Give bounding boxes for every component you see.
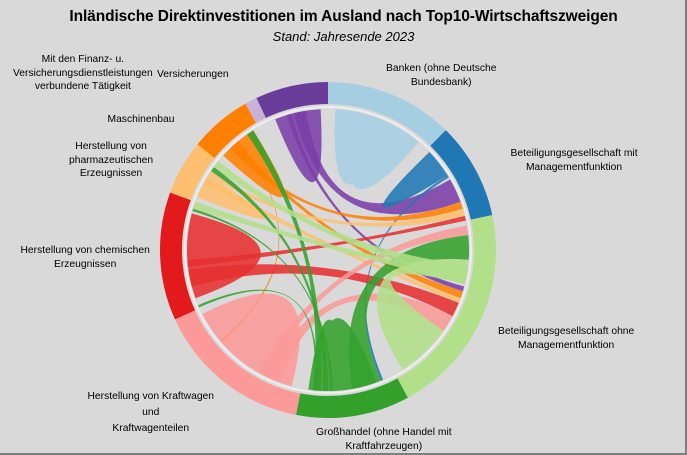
segment-arc-maschinenbau[interactable] — [197, 103, 257, 159]
chord-grosshandel-beteiligung_ohne[interactable] — [348, 235, 469, 389]
segment-label-line: und — [142, 407, 160, 418]
chart-subtitle: Stand: Jahresende 2023 — [272, 29, 415, 44]
segment-label-beteiligung_mit: Beteiligungsgesellschaft mit Managementfu… — [511, 147, 638, 174]
segment-label-line: Großhandel (ohne Handel mit — [316, 427, 452, 438]
segment-arcs — [159, 82, 497, 418]
segment-label-line: Bundesbank) — [410, 76, 472, 88]
segment-label-line: Managementfunktion — [518, 339, 615, 351]
chord-banken-banken[interactable] — [334, 109, 419, 190]
chord-kraftwagen-beteiligung_ohne[interactable] — [266, 293, 453, 383]
segment-label-kraftwagen: Herstellung von Kraftwagen und Kraftwagent… — [88, 389, 215, 437]
segment-label-line: Beteiligungsgesellschaft ohne — [498, 326, 635, 337]
segment-label-finanz_verbunden: Mit den Finanz- u. Versicherungsdienstlei… — [13, 53, 153, 94]
chord-pharma-beteiligung_ohne[interactable] — [203, 177, 461, 303]
segment-arc-banken[interactable] — [328, 82, 446, 146]
segment-arc-chemisch[interactable] — [159, 192, 196, 320]
segment-label-line: Kraftwagenteilen — [112, 423, 190, 434]
segment-label-line: Herstellung von chemischen — [20, 245, 150, 256]
segment-arc-versicherungen[interactable] — [256, 82, 328, 118]
segment-label-versicherungen: Versicherungen — [157, 68, 229, 82]
segment-label-line: Kraftfahrzeugen) — [345, 440, 423, 452]
chord-grosshandel-maschinenbau[interactable] — [247, 130, 322, 391]
segment-label-line: Herstellung von — [75, 141, 147, 152]
inner-ring-line — [184, 106, 472, 394]
segment-label-beteiligung_ohne: Beteiligungsgesellschaft ohne Managementf… — [498, 325, 634, 352]
segment-arc-finanz_verbunden[interactable] — [245, 97, 266, 123]
chord-chemisch-beteiligung_mit[interactable] — [187, 215, 466, 268]
segment-label-chemisch: Herstellung von chemischen Erzeugnissen — [21, 244, 150, 271]
chord-pharma-beteiligung_mit[interactable] — [208, 171, 465, 227]
segment-label-line: Herstellung von Kraftwagen — [87, 391, 215, 402]
segment-label-line: Versicherungen — [157, 69, 229, 80]
segment-arc-beteiligung_ohne[interactable] — [397, 215, 497, 398]
segment-label-line: Managementfunktion — [525, 161, 623, 173]
segment-arc-pharma[interactable] — [170, 144, 215, 201]
segment-label-line: Erzeugnissen — [53, 258, 117, 270]
segment-arc-kraftwagen[interactable] — [175, 310, 301, 415]
chord-beteiligung_mit-beteiligung_mit[interactable] — [382, 152, 448, 208]
segment-label-line: Mit den Finanz- u. — [41, 54, 125, 65]
segment-arc-beteiligung_mit[interactable] — [430, 130, 493, 220]
chord-beteiligung_ohne-beteiligung_ohne[interactable] — [376, 259, 469, 370]
chord-versicherungen-beteiligung_mit[interactable] — [293, 110, 461, 215]
chord-maschinenbau-beteiligung_mit[interactable] — [230, 145, 463, 221]
chart-title: Inländische Direktinvestitionen im Ausla… — [69, 8, 618, 25]
chord-grosshandel-pharma[interactable] — [211, 167, 328, 391]
segment-label-line: verbundene Tätigkeit — [34, 81, 131, 92]
chord-chemisch-beteiligung_ohne[interactable] — [188, 264, 459, 317]
chord-beteiligung_ohne-pharma[interactable] — [213, 161, 469, 280]
segment-label-line: Erzeugnissen — [79, 168, 143, 179]
segment-label-pharma: Herstellung von pharmazeutischen Erzeugnis… — [69, 140, 153, 181]
chords — [187, 109, 469, 392]
segment-label-maschinenbau: Maschinenbau — [108, 113, 175, 127]
segment-label-grosshandel: Großhandel (ohne Handel mit Kraftfahrzeug… — [316, 426, 452, 453]
segment-label-line: Maschinenbau — [107, 114, 175, 125]
segment-label-line: Beteiligungsgesellschaft mit — [510, 148, 638, 159]
segment-label-line: Versicherungsdienstleistungen — [13, 67, 153, 79]
segment-label-line: pharmazeutischen — [69, 154, 154, 166]
segment-label-line: Banken (ohne Deutsche — [386, 63, 497, 74]
chord-beteiligung_ohne-chemisch[interactable] — [193, 201, 467, 285]
segment-label-banken: Banken (ohne Deutsche Bundesbank) — [386, 62, 496, 89]
segment-arc-grosshandel[interactable] — [295, 378, 408, 418]
